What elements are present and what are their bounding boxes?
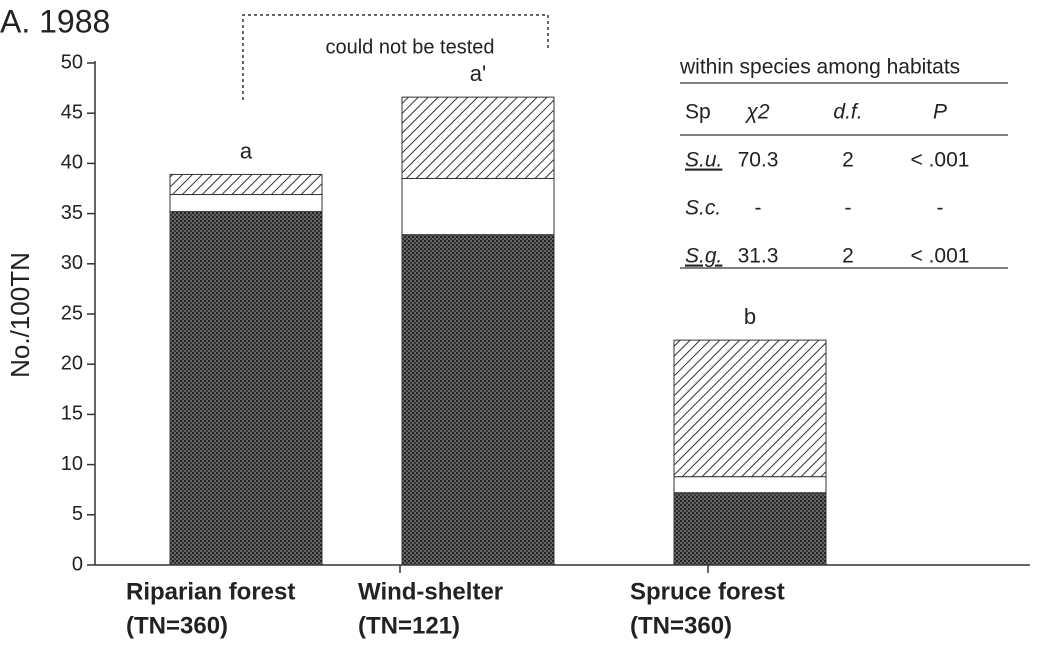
bar-segment — [169, 194, 323, 213]
bar-segment — [673, 476, 827, 494]
table-header: χ2 — [744, 101, 769, 124]
table-header: Sp — [685, 101, 711, 124]
table-cell: 70.3 — [738, 149, 779, 172]
y-tick-label: 30 — [61, 252, 83, 274]
y-tick-label: 50 — [61, 51, 83, 73]
y-tick-label: 5 — [72, 503, 83, 525]
y-axis-label: No./100TN — [5, 252, 35, 378]
table-cell: 31.3 — [738, 245, 779, 268]
chart-title: A. 1988 — [0, 3, 110, 39]
bar-letter: b — [744, 304, 756, 329]
table-cell: 2 — [842, 149, 854, 172]
y-tick-label: 0 — [72, 553, 83, 575]
bar-segment — [401, 234, 555, 566]
table-cell: 2 — [842, 245, 854, 268]
bar-segment — [401, 177, 555, 236]
y-tick-label: 45 — [61, 101, 83, 123]
y-tick-label: 35 — [61, 202, 83, 224]
table-cell: S.c. — [685, 197, 721, 220]
table-cell: S.u. — [685, 149, 722, 172]
bracket — [242, 14, 549, 100]
x-tick-label: Spruce forest — [630, 578, 785, 605]
table-title: within species among habitats — [679, 56, 960, 79]
table-cell: - — [755, 197, 762, 220]
x-tick-label: Riparian forest — [126, 578, 295, 605]
annotation: could not be tested — [325, 36, 494, 58]
bar-segment — [169, 211, 323, 566]
y-tick-label: 20 — [61, 352, 83, 374]
table-cell: < .001 — [911, 149, 970, 172]
sample-size: (TN=360) — [126, 612, 228, 639]
table-cell: S.g. — [685, 245, 722, 268]
bar-segment — [401, 96, 555, 179]
sample-size: (TN=360) — [630, 612, 732, 639]
bar-letter: a' — [470, 61, 486, 86]
table-cell: - — [845, 197, 852, 220]
bar-letter: a — [240, 138, 253, 163]
y-tick-label: 25 — [61, 302, 83, 324]
y-tick-label: 40 — [61, 152, 83, 174]
y-tick-label: 15 — [61, 403, 83, 425]
y-tick-label: 10 — [61, 453, 83, 475]
bar-segment — [673, 339, 827, 478]
table-header: d.f. — [833, 101, 862, 124]
table-header: P — [933, 101, 947, 124]
sample-size: (TN=121) — [358, 612, 460, 639]
x-tick-label: Wind-shelter — [358, 578, 503, 605]
bar-segment — [169, 173, 323, 196]
table-cell: - — [937, 197, 944, 220]
bar-segment — [673, 492, 827, 566]
table-cell: < .001 — [911, 245, 970, 268]
